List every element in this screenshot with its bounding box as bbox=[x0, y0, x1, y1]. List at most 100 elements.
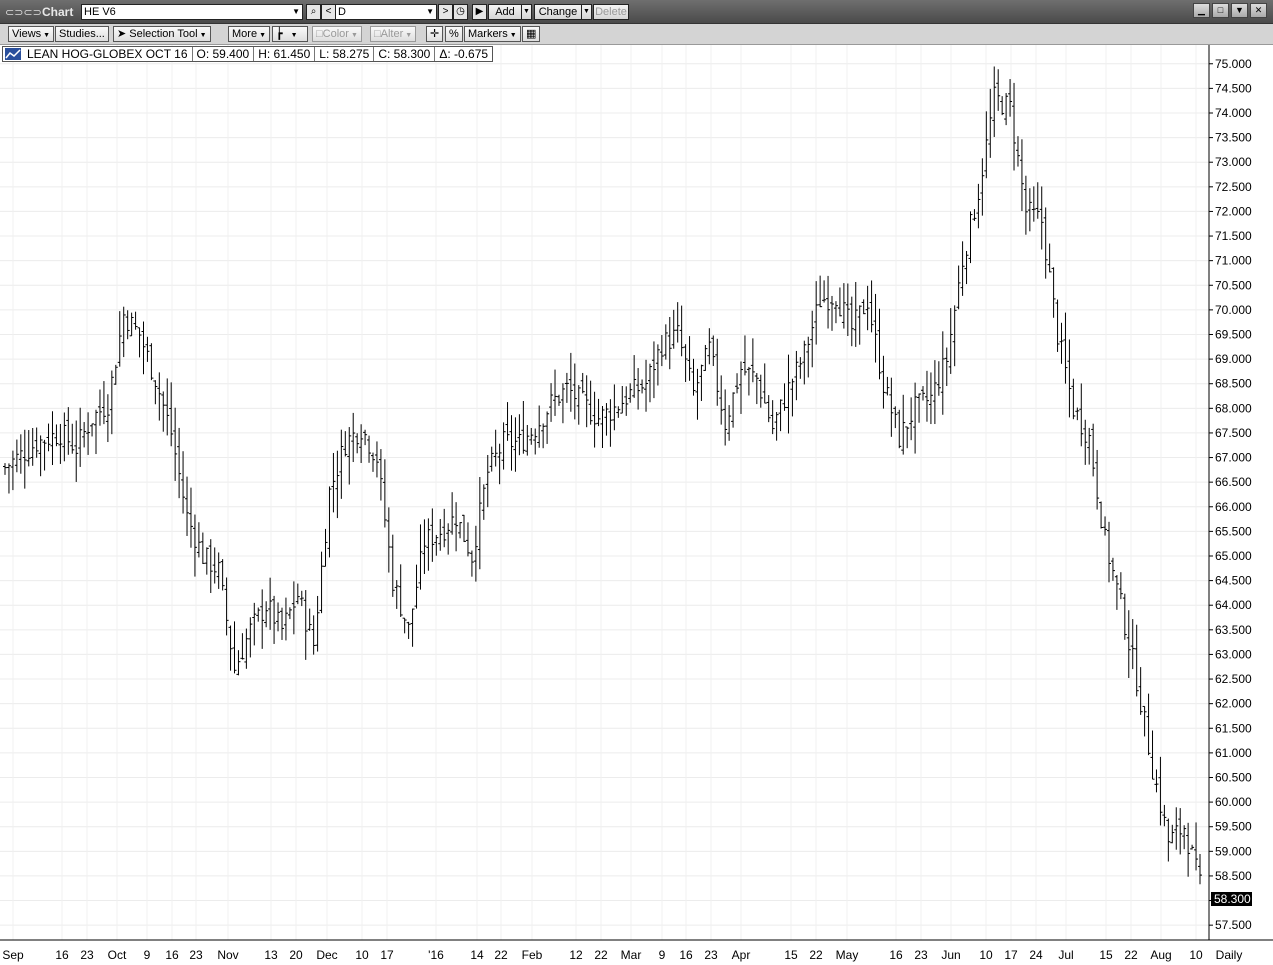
low-value: L: 58.275 bbox=[314, 47, 373, 61]
color-button[interactable]: □Color ▼ bbox=[312, 26, 362, 42]
change-dropdown-icon[interactable]: ▼ bbox=[581, 4, 592, 20]
x-tick-label: Daily bbox=[1216, 948, 1243, 962]
bar-style-caret-icon: ▼ bbox=[290, 32, 298, 39]
more-button[interactable]: More ▼ bbox=[228, 26, 270, 42]
y-tick-label: 74.500 bbox=[1215, 81, 1252, 95]
x-tick-label: Mar bbox=[621, 948, 642, 962]
symbol-field[interactable]: HE V6 ▼ bbox=[81, 4, 303, 20]
last-price-box bbox=[1211, 892, 1252, 906]
y-tick-label: 62.500 bbox=[1215, 672, 1252, 686]
y-tick-label: 68.000 bbox=[1215, 401, 1252, 415]
y-tick-label: 64.000 bbox=[1215, 598, 1252, 612]
x-axis: Sep 16 23 Oct 9 16 23 Nov 13 20 Dec 10 17 '16 14 22 Feb 1… bbox=[2, 948, 1242, 962]
y-tick-label: 70.000 bbox=[1215, 303, 1252, 317]
x-tick-label: Apr bbox=[732, 948, 751, 962]
percent-button[interactable]: % bbox=[445, 26, 463, 42]
x-tick-label: 16 bbox=[55, 948, 69, 962]
color-swatch-icon: □ bbox=[316, 28, 323, 40]
x-tick-label: 9 bbox=[144, 948, 151, 962]
search-icon[interactable]: ⌕ bbox=[306, 4, 321, 20]
chart-grid bbox=[0, 45, 1209, 940]
close-value: C: 58.300 bbox=[373, 47, 434, 61]
x-tick-label: Jun bbox=[941, 948, 960, 962]
close-icon[interactable]: ✕ bbox=[1250, 3, 1267, 18]
x-tick-label: 14 bbox=[470, 948, 484, 962]
interval-field[interactable]: D ▼ bbox=[335, 4, 437, 20]
x-tick-label: 24 bbox=[1029, 948, 1043, 962]
crosshair-icon[interactable]: ✛ bbox=[426, 26, 444, 42]
delete-button[interactable]: Delete bbox=[593, 4, 629, 20]
markers-caret-icon: ▼ bbox=[509, 32, 517, 39]
y-tick-label: 59.500 bbox=[1215, 820, 1252, 834]
y-tick-label: 65.500 bbox=[1215, 524, 1252, 538]
title-bar: ⊂⊃⊂⊃ Chart HE V6 ▼ ⌕ < D ▼ > ◷ ▶ Add ▼ C… bbox=[0, 0, 1273, 24]
alter-button[interactable]: □Alter ▼ bbox=[370, 26, 417, 42]
chevron-down-icon[interactable]: ▼ bbox=[1231, 3, 1248, 18]
views-button[interactable]: Views ▼ bbox=[8, 26, 55, 42]
y-tick-label: 62.000 bbox=[1215, 697, 1252, 711]
y-axis: 75.000 74.500 74.000 73.500 73.000 72.500 72.0… bbox=[1209, 57, 1252, 932]
x-tick-label: 23 bbox=[914, 948, 928, 962]
x-tick-label: 23 bbox=[189, 948, 203, 962]
x-tick-label: May bbox=[836, 948, 859, 962]
symbol-dropdown-icon[interactable]: ▼ bbox=[292, 7, 300, 16]
x-tick-label: 23 bbox=[80, 948, 94, 962]
x-tick-label: 22 bbox=[494, 948, 508, 962]
x-tick-label: 16 bbox=[679, 948, 693, 962]
more-caret-icon: ▼ bbox=[259, 32, 266, 39]
y-tick-label: 57.500 bbox=[1215, 918, 1252, 932]
x-tick-label: 10 bbox=[979, 948, 993, 962]
markers-label: Markers bbox=[468, 28, 508, 40]
y-tick-label: 74.000 bbox=[1215, 106, 1252, 120]
price-chart[interactable]: 75.000 74.500 74.000 73.500 73.000 72.500 72.0… bbox=[0, 45, 1273, 965]
selection-tool-button[interactable]: ➤ Selection Tool ▼ bbox=[113, 26, 211, 42]
x-tick-label: Sep bbox=[2, 948, 24, 962]
y-tick-label: 67.500 bbox=[1215, 426, 1252, 440]
color-caret-icon: ▼ bbox=[350, 32, 358, 39]
play-icon[interactable]: ▶ bbox=[472, 4, 487, 20]
x-tick-label: 16 bbox=[165, 948, 179, 962]
x-tick-label: 10 bbox=[1189, 948, 1203, 962]
change-button[interactable]: Change bbox=[534, 4, 582, 20]
interval-dropdown-icon[interactable]: ▼ bbox=[426, 7, 434, 16]
more-label: More bbox=[232, 28, 258, 40]
x-tick-label: Oct bbox=[108, 948, 127, 962]
alter-label: Alter bbox=[380, 28, 404, 40]
link-icon[interactable]: ⊂⊃⊂⊃ bbox=[5, 7, 42, 19]
window-title: Chart bbox=[42, 5, 74, 19]
studies-button[interactable]: Studies... bbox=[55, 26, 109, 42]
y-tick-label: 71.500 bbox=[1215, 229, 1252, 243]
x-tick-label: Jul bbox=[1058, 948, 1073, 962]
add-button[interactable]: Add bbox=[488, 4, 522, 20]
x-tick-label: 10 bbox=[355, 948, 369, 962]
x-tick-label: 9 bbox=[659, 948, 666, 962]
calendar-icon[interactable]: ▦ bbox=[522, 26, 541, 42]
color-label: Color bbox=[322, 28, 349, 40]
x-tick-label: 12 bbox=[569, 948, 583, 962]
x-tick-label: 17 bbox=[380, 948, 394, 962]
bar-style-icon: ┢ bbox=[276, 28, 283, 40]
last-price-label: 58.300 bbox=[1214, 892, 1251, 906]
x-tick-label: Aug bbox=[1150, 948, 1171, 962]
x-tick-label: 15 bbox=[784, 948, 798, 962]
markers-button[interactable]: Markers ▼ bbox=[464, 26, 521, 42]
y-tick-label: 60.000 bbox=[1215, 795, 1252, 809]
x-tick-label: 22 bbox=[1124, 948, 1138, 962]
maximize-icon[interactable]: □ bbox=[1212, 3, 1229, 18]
x-tick-label: 16 bbox=[889, 948, 903, 962]
x-tick-label: Dec bbox=[316, 948, 337, 962]
x-tick-label: Feb bbox=[522, 948, 543, 962]
y-tick-label: 68.500 bbox=[1215, 377, 1252, 391]
open-value: O: 59.400 bbox=[191, 47, 254, 61]
interval-prev-icon[interactable]: < bbox=[321, 4, 336, 20]
add-dropdown-icon[interactable]: ▼ bbox=[521, 4, 532, 20]
minimize-icon[interactable]: ▁ bbox=[1193, 3, 1210, 18]
y-tick-label: 59.000 bbox=[1215, 844, 1252, 858]
alter-caret-icon: ▼ bbox=[405, 32, 413, 39]
y-tick-label: 66.500 bbox=[1215, 475, 1252, 489]
bar-style-button[interactable]: ┢ ▼ bbox=[272, 26, 308, 42]
symbol-value: HE V6 bbox=[84, 6, 116, 18]
clock-icon[interactable]: ◷ bbox=[453, 4, 468, 20]
y-tick-label: 66.000 bbox=[1215, 500, 1252, 514]
interval-next-icon[interactable]: > bbox=[438, 4, 453, 20]
